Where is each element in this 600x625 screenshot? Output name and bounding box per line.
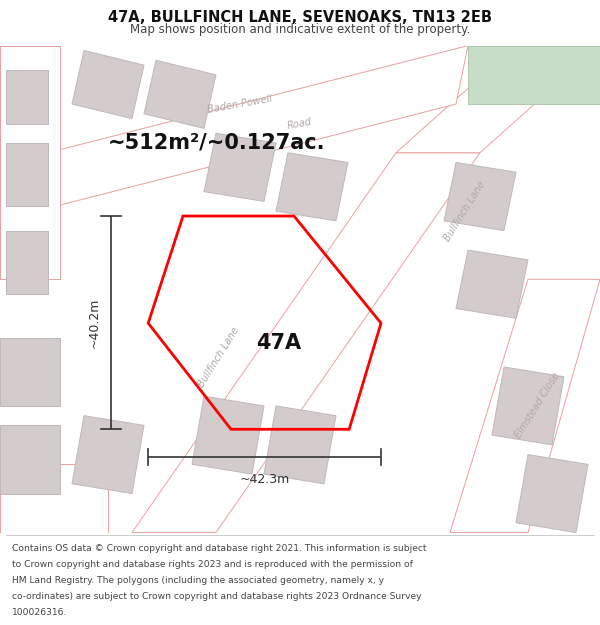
Polygon shape <box>144 60 216 128</box>
Polygon shape <box>492 367 564 445</box>
Text: co-ordinates) are subject to Crown copyright and database rights 2023 Ordnance S: co-ordinates) are subject to Crown copyr… <box>12 592 421 601</box>
Polygon shape <box>6 231 48 294</box>
Polygon shape <box>276 152 348 221</box>
Text: HM Land Registry. The polygons (including the associated geometry, namely x, y: HM Land Registry. The polygons (includin… <box>12 576 384 585</box>
Polygon shape <box>6 143 48 206</box>
Polygon shape <box>468 46 600 104</box>
Text: 47A, BULLFINCH LANE, SEVENOAKS, TN13 2EB: 47A, BULLFINCH LANE, SEVENOAKS, TN13 2EB <box>108 10 492 25</box>
Text: Bullfinch Lane: Bullfinch Lane <box>197 326 241 389</box>
Text: ~512m²/~0.127ac.: ~512m²/~0.127ac. <box>108 133 325 153</box>
Text: to Crown copyright and database rights 2023 and is reproduced with the permissio: to Crown copyright and database rights 2… <box>12 560 413 569</box>
Polygon shape <box>0 464 108 532</box>
Polygon shape <box>396 46 600 152</box>
Text: ~42.3m: ~42.3m <box>239 472 290 486</box>
Text: Baden Powell: Baden Powell <box>207 93 273 114</box>
Polygon shape <box>72 51 144 119</box>
Text: 47A: 47A <box>256 332 302 352</box>
Polygon shape <box>0 46 60 279</box>
Polygon shape <box>444 162 516 231</box>
Polygon shape <box>6 70 48 124</box>
Polygon shape <box>516 454 588 532</box>
Text: Elmstead Close: Elmstead Close <box>513 371 561 441</box>
Text: Road: Road <box>287 116 313 131</box>
Text: ~40.2m: ~40.2m <box>87 298 100 348</box>
Text: 100026316.: 100026316. <box>12 608 67 618</box>
Text: Contains OS data © Crown copyright and database right 2021. This information is : Contains OS data © Crown copyright and d… <box>12 544 427 552</box>
Polygon shape <box>72 416 144 494</box>
Polygon shape <box>456 250 528 318</box>
Polygon shape <box>0 338 60 406</box>
Text: Bullfinch Lane: Bullfinch Lane <box>443 179 487 243</box>
Polygon shape <box>36 46 468 211</box>
Polygon shape <box>132 152 480 532</box>
Polygon shape <box>450 279 600 532</box>
Polygon shape <box>0 426 60 494</box>
Polygon shape <box>264 406 336 484</box>
Polygon shape <box>192 396 264 474</box>
Polygon shape <box>204 133 276 201</box>
Text: Map shows position and indicative extent of the property.: Map shows position and indicative extent… <box>130 22 470 36</box>
